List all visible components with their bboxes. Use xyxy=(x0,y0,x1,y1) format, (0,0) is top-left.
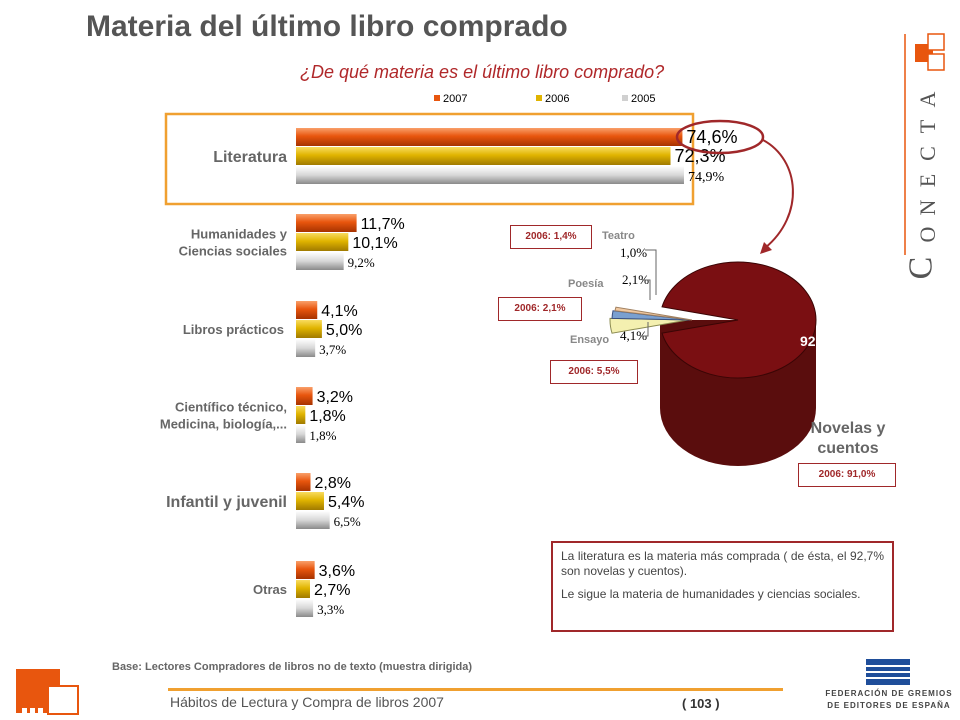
bar-2006-5 xyxy=(296,580,310,598)
pie-slice-novelas xyxy=(661,261,817,379)
legend-swatch-2007 xyxy=(434,95,440,101)
category-label-1-1: Ciencias sociales xyxy=(179,244,287,259)
bar-2005-5 xyxy=(296,599,314,617)
pie-value-teatro: 1,0% xyxy=(620,245,647,260)
category-label-3-0: Científico técnico, xyxy=(175,400,287,415)
bar-2005-4 xyxy=(296,511,330,529)
arrow-head xyxy=(760,242,772,254)
bar-label-2005-3: 1,8% xyxy=(309,428,336,443)
bar-2007-5 xyxy=(296,561,315,579)
bar-label-2005-2: 3,7% xyxy=(319,342,346,357)
footer-line xyxy=(168,688,783,691)
bar-2006-3 xyxy=(296,406,306,424)
bar-label-2007-4: 2,8% xyxy=(315,475,351,492)
bar-chart: Literatura 74,6%72,3% 74,9% Humanidades y Ci… xyxy=(160,127,737,617)
bar-label-2006-0: 72,3% xyxy=(675,146,726,166)
bar-label-2006-2: 5,0% xyxy=(326,322,362,339)
footer-text: Hábitos de Lectura y Compra de libros 20… xyxy=(170,694,444,710)
pie-2006-novelas: 2006: 91,0% xyxy=(798,463,896,487)
federation-name: FEDERACIÓN DE GREMIOS DE EDITORES DE ESP… xyxy=(818,688,960,712)
bar-2005-0 xyxy=(296,166,684,184)
bar-2007-3 xyxy=(296,387,313,405)
bar-2007-2 xyxy=(296,301,318,319)
note-paragraph-1: La literatura es la materia más comprada… xyxy=(561,549,884,578)
pie-label-novelas-0: Novelas y xyxy=(811,420,886,437)
leader-ensayo xyxy=(640,322,649,337)
leader-poesia xyxy=(642,279,651,300)
federation-line-2: DE EDITORES DE ESPAÑA xyxy=(827,701,951,710)
legend-label-2007: 2007 xyxy=(443,93,467,105)
bar-2007-0 xyxy=(296,128,683,146)
bar-label-2005-1: 9,2% xyxy=(348,255,375,270)
bar-label-2005-0: 74,9% xyxy=(688,170,725,185)
legend-label-2006: 2006 xyxy=(545,93,569,105)
bar-2006-1 xyxy=(296,233,349,251)
bar-label-2007-3: 3,2% xyxy=(317,389,353,406)
pie-value-poesia: 2,1% xyxy=(622,272,649,287)
leader-teatro xyxy=(645,249,657,295)
bar-label-2007-2: 4,1% xyxy=(321,303,357,320)
chart-legend: 2007 2006 2005 xyxy=(434,93,655,105)
bar-2006-0 xyxy=(296,147,671,165)
literatura-highlight-box xyxy=(164,112,695,206)
chart-subtitle: ¿De qué materia es el último libro compr… xyxy=(300,62,665,82)
bar-label-2007-1: 11,7% xyxy=(361,216,405,233)
bar-2006-2 xyxy=(296,320,322,338)
pie-label-ensayo: Ensayo xyxy=(570,334,610,346)
pie-chart: 92,7% 4,1% 2,1% 1,0% Novelas y cuentos xyxy=(609,245,886,466)
bar-2005-3 xyxy=(296,425,306,443)
pie-label-teatro: Teatro xyxy=(602,230,635,242)
pie-value-novelas: 92,7% xyxy=(800,333,840,349)
legend-label-2005: 2005 xyxy=(631,93,655,105)
pie-label-novelas-1: cuentos xyxy=(817,440,878,457)
pie-2006-ensayo: 2006: 5,5% xyxy=(550,360,638,384)
note-paragraph-2: Le sigue la materia de humanidades y cie… xyxy=(561,587,861,601)
federation-logo-icon xyxy=(866,659,910,685)
bar-2005-2 xyxy=(296,339,316,357)
bar-label-2007-0: 74,6% xyxy=(686,127,737,147)
bar-2006-4 xyxy=(296,492,324,510)
bar-label-2006-1: 10,1% xyxy=(352,235,397,252)
conecta-letter-6: A xyxy=(915,91,940,108)
note-box: La literatura es la materia más comprada… xyxy=(551,541,894,632)
conecta-logo-icon xyxy=(904,33,945,255)
bar-label-2005-5: 3,3% xyxy=(317,602,344,617)
footer-logo-icon xyxy=(16,669,79,715)
bar-label-2006-4: 5,4% xyxy=(328,494,364,511)
pie-2006-poesia: 2006: 2,1% xyxy=(498,297,582,321)
category-label-5-0: Otras xyxy=(253,582,287,597)
page-title: Materia del último libro comprado xyxy=(86,10,568,43)
category-label-1-0: Humanidades y xyxy=(191,227,288,242)
category-label-3-1: Medicina, biología,... xyxy=(160,417,287,432)
pie-2006-teatro: 2006: 1,4% xyxy=(510,225,592,249)
pie-slice-teatro xyxy=(614,306,693,321)
highlight-arrow xyxy=(762,139,794,249)
category-label-0-0: Literatura xyxy=(213,149,287,166)
category-label-4-0: Infantil y juvenil xyxy=(166,494,287,511)
page-number: ( 103 ) xyxy=(682,696,720,711)
highlight-ellipse xyxy=(675,119,765,155)
category-label-2-0: Libros prácticos xyxy=(183,322,284,337)
bar-2007-1 xyxy=(296,214,357,232)
bar-label-2006-3: 1,8% xyxy=(309,408,345,425)
bar-label-2007-5: 3,6% xyxy=(319,563,355,580)
bar-2005-1 xyxy=(296,252,344,270)
bar-2007-4 xyxy=(296,473,311,491)
pie-value-ensayo: 4,1% xyxy=(620,328,647,343)
federation-line-1: FEDERACIÓN DE GREMIOS xyxy=(825,689,953,698)
bar-label-2006-5: 2,7% xyxy=(314,582,350,599)
pie-slice-ensayo xyxy=(609,317,689,334)
base-note: Base: Lectores Compradores de libros no … xyxy=(112,661,473,673)
legend-swatch-2005 xyxy=(622,95,628,101)
bar-label-2005-4: 6,5% xyxy=(334,514,361,529)
legend-swatch-2006 xyxy=(536,95,542,101)
pie-label-poesia: Poesía xyxy=(568,278,604,290)
